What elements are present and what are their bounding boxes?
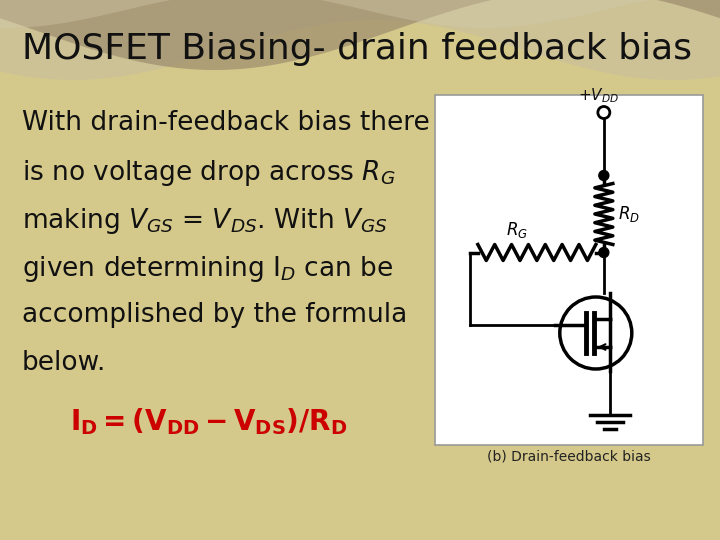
Text: below.: below. — [22, 350, 107, 376]
Text: $+V_{DD}$: $+V_{DD}$ — [578, 86, 619, 105]
Text: $R_G$: $R_G$ — [506, 220, 528, 240]
Text: making $\mathit{V_{GS}}$ = $\mathit{V_{DS}}$. With $\mathit{V_{GS}}$: making $\mathit{V_{GS}}$ = $\mathit{V_{D… — [22, 206, 388, 236]
Polygon shape — [0, 0, 720, 80]
Text: given determining I$_D$ can be: given determining I$_D$ can be — [22, 254, 393, 284]
Text: accomplished by the formula: accomplished by the formula — [22, 302, 408, 328]
Polygon shape — [0, 0, 720, 28]
Circle shape — [598, 106, 610, 118]
Polygon shape — [0, 0, 720, 70]
Circle shape — [599, 171, 609, 180]
Text: MOSFET Biasing- drain feedback bias: MOSFET Biasing- drain feedback bias — [22, 32, 692, 66]
Text: With drain-feedback bias there: With drain-feedback bias there — [22, 110, 430, 136]
FancyBboxPatch shape — [435, 95, 703, 445]
Text: $R_D$: $R_D$ — [618, 204, 640, 224]
Text: is no voltage drop across $\mathit{R_G}$: is no voltage drop across $\mathit{R_G}$ — [22, 158, 396, 188]
Text: (b) Drain-feedback bias: (b) Drain-feedback bias — [487, 450, 651, 464]
Text: $\mathbf{I_D = (V_{DD} - V_{DS})/R_D}$: $\mathbf{I_D = (V_{DD} - V_{DS})/R_D}$ — [70, 406, 348, 437]
Circle shape — [560, 297, 632, 369]
Circle shape — [599, 247, 609, 258]
